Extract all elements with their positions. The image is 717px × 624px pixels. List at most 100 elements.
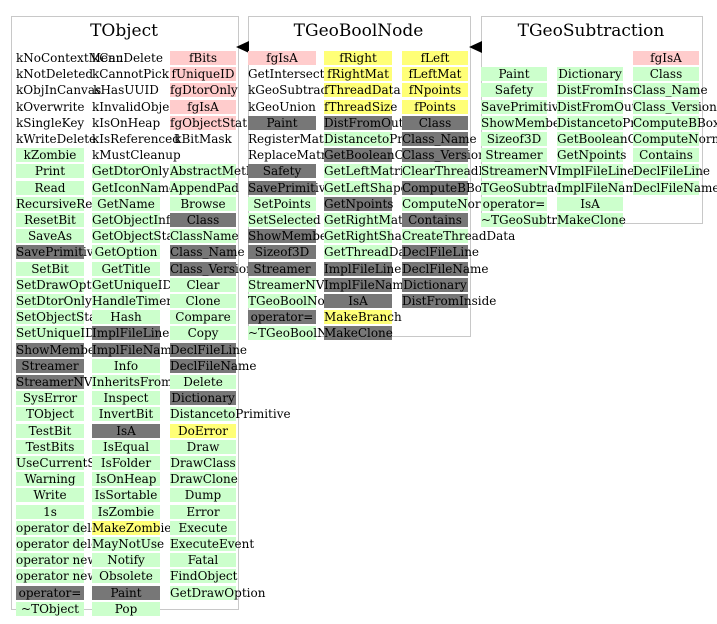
member-cell: GetObjectStat (92, 229, 179, 244)
member-cell: fBits (170, 51, 236, 65)
member-cell: ImplFileLine (557, 164, 635, 179)
member-cell: ~TGeoBoolNode (248, 326, 350, 341)
member-cell: DistFromInside (557, 83, 652, 98)
member-cell: ImplFileName (557, 180, 644, 195)
member-cell: fThreadData (324, 83, 401, 98)
member-cell: Warning (16, 472, 84, 487)
member-cell: DistFromOutside (324, 115, 429, 130)
member-cell: operator delete (16, 520, 111, 535)
member-cell: kGeoUnion (248, 99, 316, 114)
member-cell: Fatal (170, 553, 236, 568)
member-cell: fThreadSize (324, 99, 398, 114)
member-cell: Delete (170, 375, 236, 389)
member-cell: MakeZombie (92, 520, 172, 535)
member-cell: UseCurrentStyle (16, 456, 119, 470)
member-cell: MayNotUse (92, 537, 165, 551)
member-cell: ClearThreadData (402, 164, 508, 179)
member-cell: operator new (16, 553, 98, 568)
member-cell: GetLeftMatrix (324, 164, 411, 179)
member-cell: Dictionary (557, 67, 623, 82)
member-cell: DistancetoPrimitive (324, 132, 445, 146)
member-cell: Error (170, 504, 236, 519)
member-cell: fLeftMat (402, 67, 468, 82)
member-cell: fRightMat (324, 67, 392, 82)
member-cell: operator delete[] (16, 537, 120, 551)
member-cell: Clone (170, 294, 236, 308)
member-cell: IsSortable (92, 488, 160, 503)
member-cell: Class (170, 213, 236, 227)
member-cell: Safety (248, 164, 316, 179)
member-cell: TestBit (16, 423, 84, 438)
member-cell: Inspect (92, 391, 160, 406)
member-cell: ShowMembers (248, 229, 339, 244)
member-cell: GetName (92, 196, 160, 211)
member-cell: IsA (324, 294, 392, 308)
member-cell: Draw (170, 439, 236, 454)
member-cell: DistFromOutside (557, 99, 662, 114)
member-cell: SavePrimitive (16, 245, 101, 260)
inheritance-arrow-icon (469, 41, 482, 53)
member-cell: Contains (402, 213, 468, 227)
member-cell: DeclFileLine (170, 342, 248, 357)
member-cell: ComputeBBox (402, 180, 489, 195)
member-cell: SysError (16, 391, 84, 406)
member-cell: AppendPad (170, 180, 239, 195)
member-cell: DeclFileName (633, 180, 717, 195)
member-cell: kHasUUID (93, 83, 159, 98)
member-cell: Hash (92, 310, 160, 325)
member-cell: Class (633, 67, 699, 82)
member-cell: GetBooleanOperator (557, 132, 683, 146)
member-cell: operator= (481, 196, 547, 211)
member-cell: GetNpoints (324, 196, 394, 211)
member-cell: SetSelected (248, 213, 321, 227)
member-cell: Class_Name (170, 245, 245, 260)
member-cell: Sizeof3D (481, 132, 547, 146)
member-cell: MakeBranch (324, 310, 402, 325)
member-cell: TestBits (16, 439, 84, 454)
member-cell: TObject (16, 407, 84, 422)
member-cell: Class_Version (633, 99, 717, 114)
member-cell: ~TObject (16, 601, 84, 616)
member-cell: kCannotPick (92, 67, 170, 82)
member-cell: ReplaceMatrix (248, 148, 338, 163)
member-cell: ResetBit (16, 213, 84, 227)
member-cell: Compare (170, 310, 236, 325)
member-cell: SetObjectStat (16, 310, 102, 325)
member-cell: ComputeBBox (633, 115, 717, 130)
class-title-tgeosubtraction: TGeoSubtraction (517, 21, 665, 41)
member-cell: fUniqueID (170, 67, 236, 82)
member-cell: operator= (16, 585, 84, 600)
class-title-tgeoboolnode: TGeoBoolNode (293, 21, 424, 41)
member-cell: TGeoSubtraction (481, 180, 585, 195)
member-cell: MakeClone (324, 326, 393, 341)
class-title-tobject: TObject (90, 21, 158, 41)
member-cell: fgIsA (248, 51, 316, 65)
member-cell: GetTitle (92, 261, 160, 276)
member-cell: operator new[] (16, 569, 107, 584)
member-cell: IsOnHeap (92, 472, 160, 487)
member-cell: Dictionary (402, 277, 468, 292)
member-cell: IsFolder (92, 456, 160, 470)
member-cell: Paint (248, 115, 316, 130)
member-cell: GetNpoints (557, 148, 627, 163)
member-cell: ShowMembers (16, 342, 107, 357)
member-cell: kNotDeleted (16, 67, 94, 82)
member-cell: StreamerNVirtual (248, 277, 358, 292)
member-cell: fPoints (402, 99, 468, 114)
member-cell: Paint (92, 585, 160, 600)
member-cell: IsEqual (92, 439, 160, 454)
member-cell: kIsOnHeap (92, 115, 161, 130)
member-cell: fRight (324, 51, 392, 65)
member-cell: AbstractMethod (170, 164, 269, 179)
member-cell: Class_Version (170, 261, 254, 276)
member-cell: Read (16, 180, 84, 195)
member-cell: kCanDelete (92, 51, 163, 65)
member-cell: kGeoSubtraction (248, 83, 351, 98)
member-cell: SaveAs (16, 229, 84, 244)
member-cell: DistancetoPrimitive (557, 115, 678, 130)
member-cell: Copy (170, 326, 236, 341)
member-cell: GetDtorOnly (92, 164, 170, 179)
member-cell: ImplFileName (92, 342, 179, 357)
member-cell: Write (16, 488, 84, 503)
member-cell: kNoContextMenu (16, 51, 124, 65)
